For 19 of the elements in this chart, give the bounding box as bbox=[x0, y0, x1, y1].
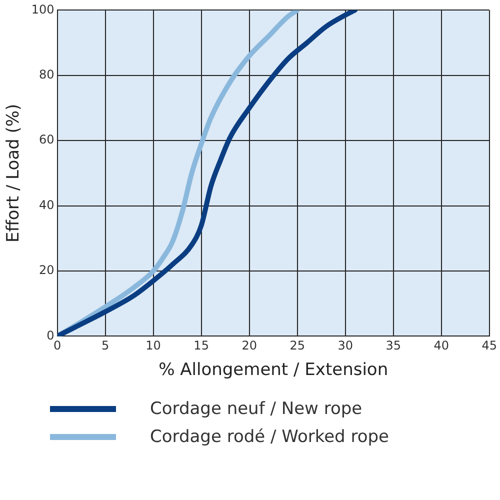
x-tick-label: 25 bbox=[290, 338, 305, 353]
legend-label: Cordage neuf / New rope bbox=[150, 399, 362, 419]
x-tick-label: 40 bbox=[434, 338, 449, 353]
x-tick-label: 15 bbox=[194, 338, 209, 353]
y-tick-label: 60 bbox=[39, 132, 54, 147]
y-tick-label: 20 bbox=[39, 263, 54, 278]
x-tick-label: 20 bbox=[242, 338, 257, 353]
y-axis-title: Effort / Load (%) bbox=[4, 104, 24, 243]
x-tick-label: 10 bbox=[146, 338, 161, 353]
x-tick-label: 30 bbox=[338, 338, 353, 353]
x-tick-label: 35 bbox=[386, 338, 401, 353]
y-tick-label: 100 bbox=[31, 2, 54, 16]
x-tick-label: 5 bbox=[101, 338, 110, 353]
x-tick-label: 45 bbox=[482, 338, 498, 353]
legend-label: Cordage rodé / Worked rope bbox=[150, 427, 389, 447]
y-tick-label: 80 bbox=[39, 68, 54, 82]
y-tick-label: 40 bbox=[39, 198, 54, 212]
x-axis-title: % Allongement / Extension bbox=[158, 360, 388, 380]
y-tick-label: 0 bbox=[46, 328, 54, 342]
